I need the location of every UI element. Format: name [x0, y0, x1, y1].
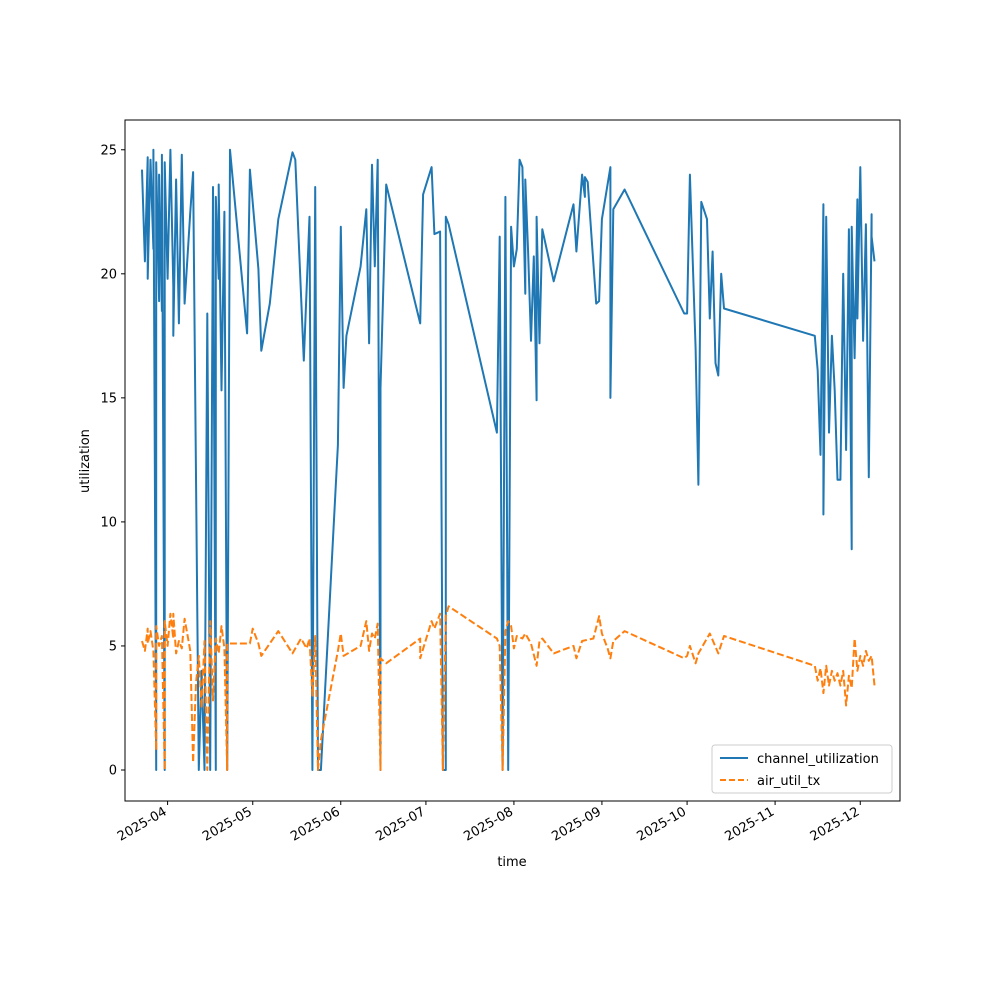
y-tick-label: 25: [100, 143, 117, 158]
y-tick-label: 10: [100, 515, 117, 530]
y-tick-label: 5: [109, 639, 117, 654]
series-line-channel-utilization: [141, 148, 876, 771]
legend-label-air-util-tx: air_util_tx: [757, 774, 821, 789]
plot-frame: [124, 119, 901, 802]
series-line-air-util-tx: [141, 605, 876, 771]
y-axis: 0 5 10 15 20 25: [100, 143, 125, 778]
x-axis-title: time: [497, 855, 526, 870]
series-layer: [141, 148, 876, 771]
legend-box: [711, 744, 893, 794]
y-tick-label: 20: [100, 267, 117, 282]
legend: channel_utilization air_util_tx: [711, 744, 893, 794]
y-tick-label: 0: [109, 763, 117, 778]
legend-label-channel-utilization: channel_utilization: [757, 752, 879, 767]
y-axis-title: utilization: [78, 429, 93, 493]
y-tick-label: 15: [100, 391, 117, 406]
